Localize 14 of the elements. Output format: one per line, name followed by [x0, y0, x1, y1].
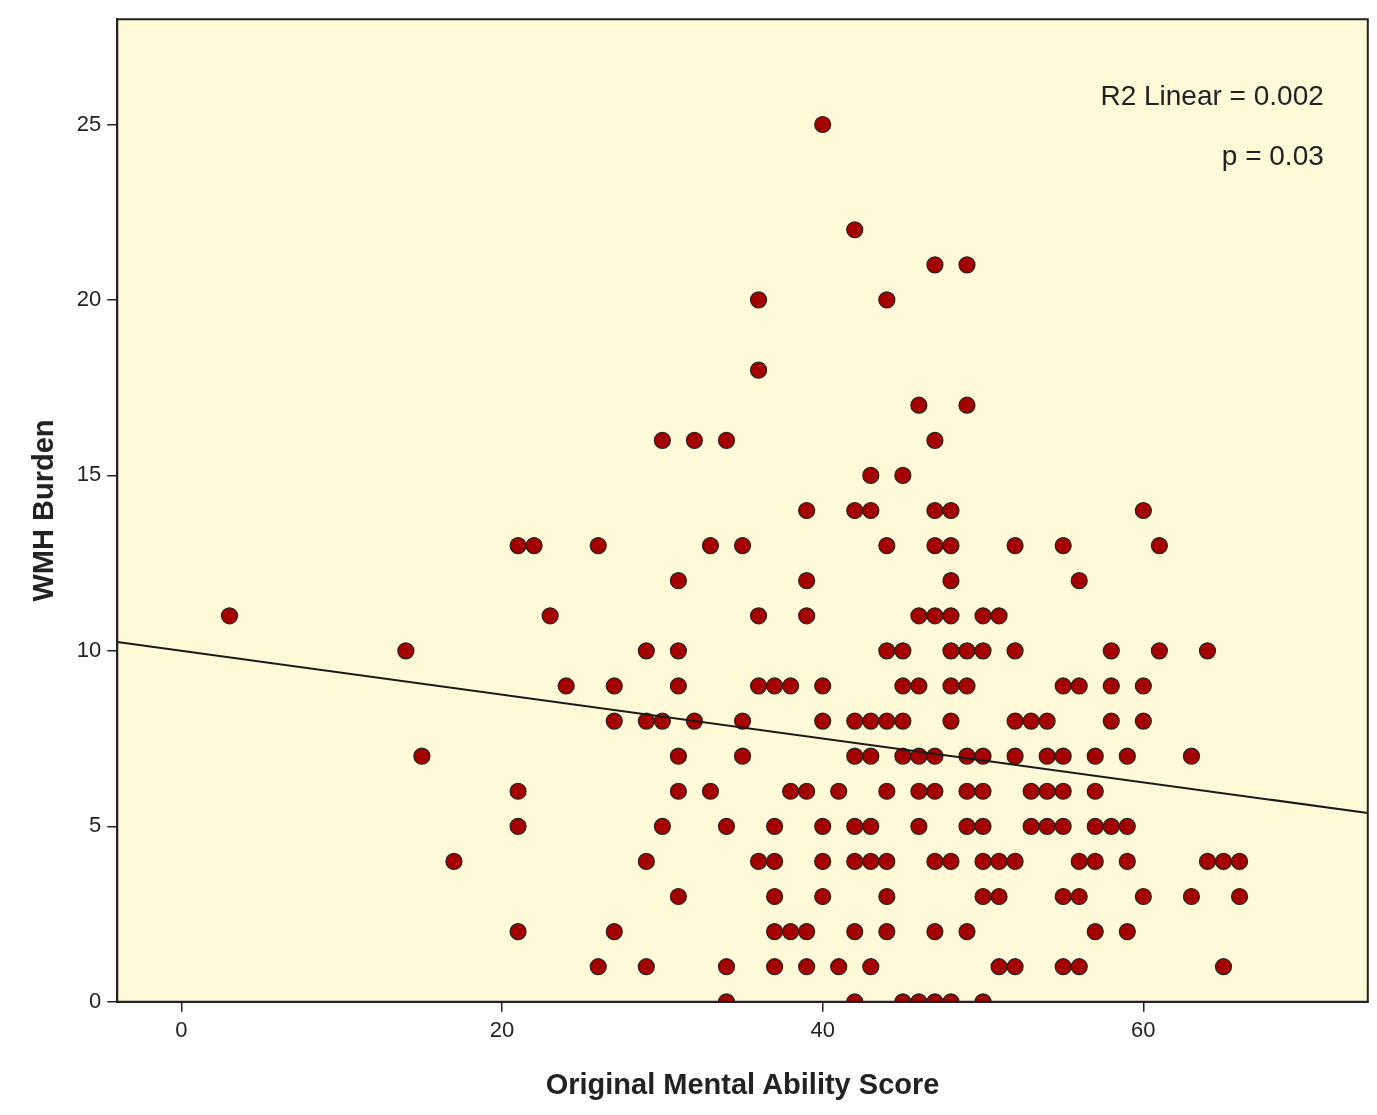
y-tick-label: 5 — [89, 812, 102, 838]
y-axis-title: WMH Burden — [27, 419, 60, 602]
annotation: p = 0.03 — [1221, 139, 1324, 171]
x-tick-label: 0 — [175, 1017, 188, 1043]
y-tick-label: 25 — [76, 110, 102, 136]
y-tick-label: 0 — [89, 987, 102, 1013]
x-tick-label: 60 — [1131, 1017, 1156, 1043]
y-tick-label: 10 — [76, 636, 102, 662]
x-axis-title: Original Mental Ability Score — [545, 1067, 940, 1100]
y-tick-label: 20 — [76, 286, 102, 312]
annotation: R2 Linear = 0.002 — [1100, 79, 1324, 111]
x-tick-label: 20 — [489, 1017, 515, 1043]
y-tick-label: 15 — [76, 461, 102, 487]
x-tick-label: 40 — [810, 1017, 835, 1043]
